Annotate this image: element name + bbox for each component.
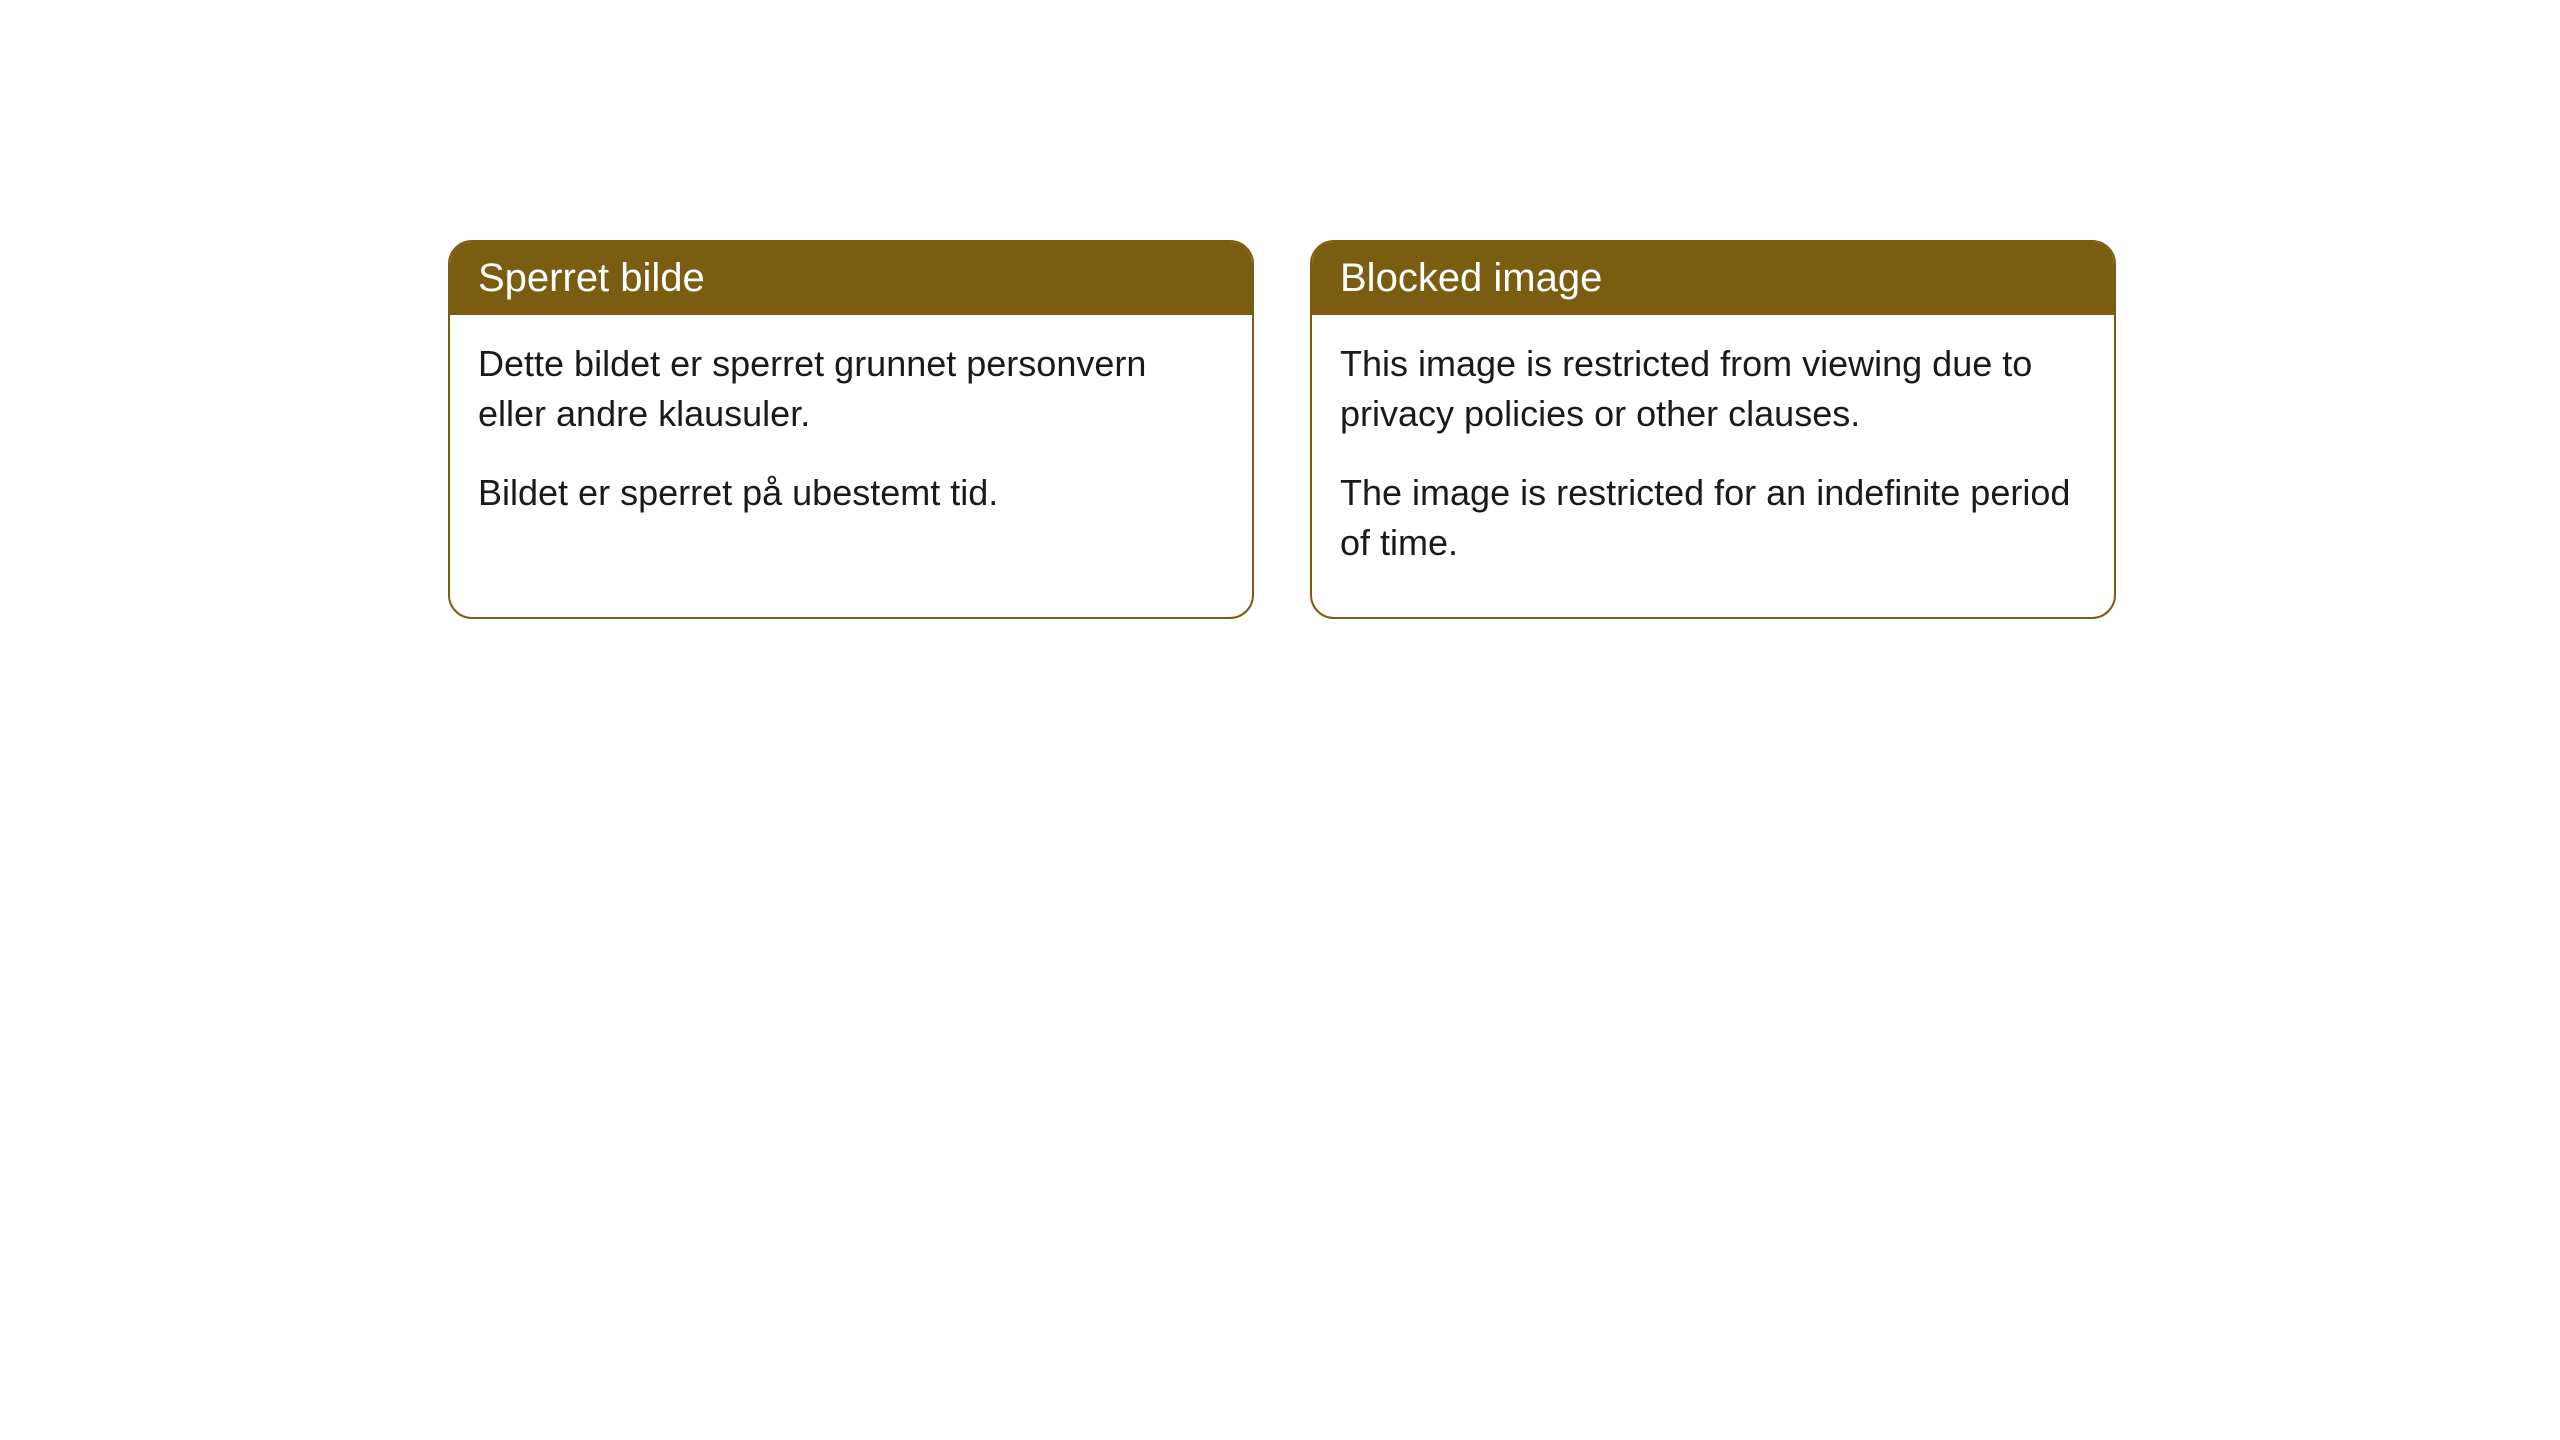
card-body-english: This image is restricted from viewing du… [1312,315,2114,617]
card-header-english: Blocked image [1312,242,2114,315]
card-paragraph-1-norwegian: Dette bildet er sperret grunnet personve… [478,339,1224,440]
blocked-image-card-norwegian: Sperret bilde Dette bildet er sperret gr… [448,240,1254,619]
card-paragraph-2-english: The image is restricted for an indefinit… [1340,468,2086,569]
card-paragraph-1-english: This image is restricted from viewing du… [1340,339,2086,440]
card-body-norwegian: Dette bildet er sperret grunnet personve… [450,315,1252,566]
card-container: Sperret bilde Dette bildet er sperret gr… [0,0,2560,619]
card-header-norwegian: Sperret bilde [450,242,1252,315]
card-paragraph-2-norwegian: Bildet er sperret på ubestemt tid. [478,468,1224,518]
card-title-norwegian: Sperret bilde [478,256,705,300]
card-title-english: Blocked image [1340,256,1602,300]
blocked-image-card-english: Blocked image This image is restricted f… [1310,240,2116,619]
